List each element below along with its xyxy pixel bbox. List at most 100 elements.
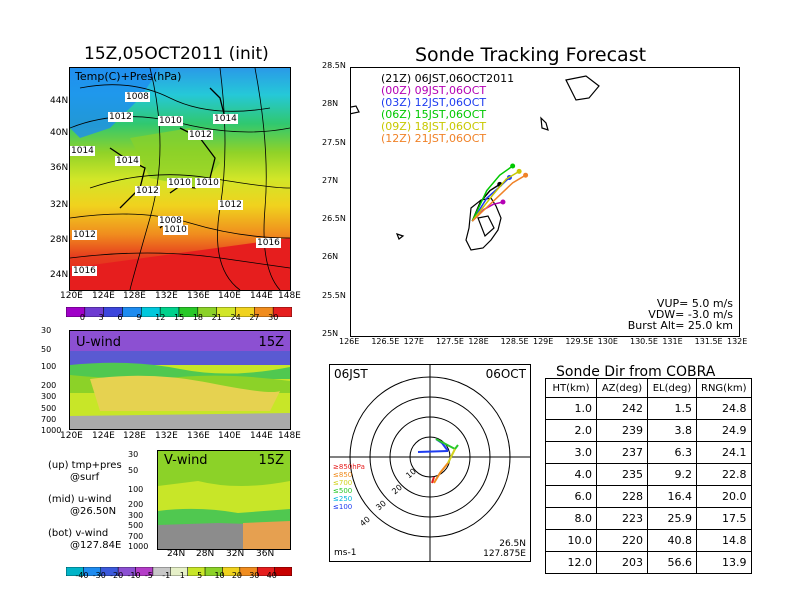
sonde-table-title: Sonde Dir from COBRA xyxy=(556,364,716,380)
isobar-label: 1008 xyxy=(125,92,150,102)
colorbar-tick-label: -5 xyxy=(144,571,153,580)
latitude-label: 25N xyxy=(322,329,339,338)
latitude-label: 25.5N xyxy=(322,290,346,300)
table-cell: 3.0 xyxy=(545,441,597,464)
map-field-label: Temp(C)+Pres(hPa) xyxy=(75,70,182,83)
column-header: HT(km) xyxy=(545,378,597,398)
longitude-label: 128.5E xyxy=(500,337,529,346)
table-row: 4.0 235 9.2 22.8 xyxy=(545,463,752,486)
pressure-level-label: 50 xyxy=(128,466,139,475)
colorbar-tick-label: -10 xyxy=(127,571,141,580)
table-row: 12.0 203 56.6 13.9 xyxy=(545,551,752,574)
longitude-label: 126.5E xyxy=(371,337,400,346)
table-cell: 12.0 xyxy=(545,551,597,574)
sonde-direction-table: HT(km) AZ(deg) EL(deg) RNG(km) 1.0 242 1.5… xyxy=(545,378,752,574)
pressure-level-label: 300 xyxy=(41,392,57,401)
table-cell: 10.0 xyxy=(545,529,597,552)
isobar-label: 1014 xyxy=(115,156,140,166)
track-title: Sonde Tracking Forecast xyxy=(415,44,647,66)
isobar-label: 1014 xyxy=(70,146,95,156)
legend-entry: (06Z) 15JST,06OCT xyxy=(381,108,487,121)
colorbar-tick-label: 15 xyxy=(174,313,185,322)
latitude-label: 27.5N xyxy=(322,137,346,147)
temperature-colorbar-swatches xyxy=(65,306,293,318)
surface-temperature-pressure-map: Temp(C)+Pres(hPa) 1008 1012 1010 1014 10… xyxy=(69,67,291,291)
isobar-label: 1012 xyxy=(188,130,213,140)
isobar-label: 1010 xyxy=(195,178,220,188)
u-wind-label: U-wind xyxy=(76,335,121,350)
longitude-label: 140E xyxy=(218,291,241,301)
param-burst: Burst Alt= 25.0 km xyxy=(627,319,733,332)
okinawa-inner-coast xyxy=(477,215,495,238)
sonde-table: HT(km) AZ(deg) EL(deg) RNG(km) 1.0 242 1.5… xyxy=(545,378,752,574)
longitude-label: 124E xyxy=(92,291,115,301)
latitude-label: 26.5N xyxy=(322,214,346,224)
longitude-label: 124E xyxy=(92,431,115,441)
v-wind-field xyxy=(158,451,290,549)
track-line xyxy=(471,174,526,222)
table-cell: 13.9 xyxy=(696,551,752,574)
hodograph-level-entry: ≤250 xyxy=(333,495,353,503)
table-row: 2.0 239 3.8 24.9 xyxy=(545,419,752,442)
longitude-label: 126E xyxy=(339,337,360,346)
v-wind-cross-section: V-wind 15Z xyxy=(157,450,291,550)
colorbar-tick-label: 12 xyxy=(155,313,166,322)
table-cell: 235 xyxy=(596,463,648,486)
v-wind-label: V-wind xyxy=(164,453,208,468)
column-header: EL(deg) xyxy=(647,378,697,398)
track-plot xyxy=(351,75,600,251)
hodograph-level-entry: ≤100 xyxy=(333,503,353,511)
latitude-label: 36N xyxy=(256,549,275,559)
colorbar-tick-label: 3 xyxy=(98,313,104,322)
isobar-label: 1010 xyxy=(167,178,192,188)
param-vdw: VDW= -3.0 m/s xyxy=(648,308,733,321)
colorbar-tick-label: 6 xyxy=(117,313,123,322)
longitude-label: 128E xyxy=(468,337,489,346)
polar-unit: ms-1 xyxy=(334,548,357,558)
pressure-level-label: 500 xyxy=(41,404,57,413)
hodograph-level-entry: ≤500 xyxy=(333,487,353,495)
table-cell: 237 xyxy=(596,441,648,464)
table-cell: 228 xyxy=(596,485,648,508)
pressure-level-label: 700 xyxy=(128,532,144,541)
table-cell: 220 xyxy=(596,529,648,552)
colorbar-tick-label: 5 xyxy=(197,571,203,580)
pressure-level-label: 100 xyxy=(41,362,57,371)
panel-notes: (up) tmp+pres @surf (mid) u-wind @26.50N (… xyxy=(48,460,122,552)
note-bot: (bot) v-wind @127.84E xyxy=(48,528,122,551)
longitude-label: 144E xyxy=(250,431,273,441)
longitude-label: 131E xyxy=(662,337,683,346)
latitude-label: 40N xyxy=(50,128,69,138)
isobar-label: 1008 xyxy=(158,216,183,226)
pressure-level-label: 100 xyxy=(128,485,144,494)
hodograph-level-entry: ≤700 xyxy=(333,479,353,487)
colorbar-tick-label: 20 xyxy=(231,571,243,580)
longitude-label: 129E xyxy=(533,337,554,346)
isobar-label: 1012 xyxy=(108,112,133,122)
table-row: 10.0 220 40.8 14.8 xyxy=(545,529,752,552)
table-cell: 1.5 xyxy=(647,397,697,420)
colorbar-tick-label: -1 xyxy=(162,571,171,580)
table-cell: 239 xyxy=(596,419,648,442)
latitude-label: 28N xyxy=(322,99,339,109)
table-cell: 1.0 xyxy=(545,397,597,420)
note-mid: (mid) u-wind @26.50N xyxy=(48,494,117,517)
table-cell: 25.9 xyxy=(647,507,697,530)
pressure-level-label: 30 xyxy=(41,326,52,335)
isobar-label: 1010 xyxy=(158,116,183,126)
longitude-label: 132E xyxy=(155,291,178,301)
pressure-level-label: 700 xyxy=(41,415,57,424)
hodograph-level-entry: ≤850 xyxy=(333,471,353,479)
latitude-label: 26N xyxy=(322,252,339,262)
table-cell: 9.2 xyxy=(647,463,697,486)
v-wind-time: 15Z xyxy=(258,453,284,468)
note-up: (up) tmp+pres @surf xyxy=(48,460,122,483)
isobar-label: 1010 xyxy=(163,225,188,235)
colorbar-tick-label: 21 xyxy=(211,313,222,322)
hodograph-segment-100 xyxy=(417,450,449,453)
pressure-level-label: 500 xyxy=(128,521,144,530)
longitude-label: 129.5E xyxy=(565,337,594,346)
latitude-label: 27N xyxy=(322,175,339,185)
table-cell: 6.3 xyxy=(647,441,697,464)
longitude-label: 132E xyxy=(155,431,178,441)
